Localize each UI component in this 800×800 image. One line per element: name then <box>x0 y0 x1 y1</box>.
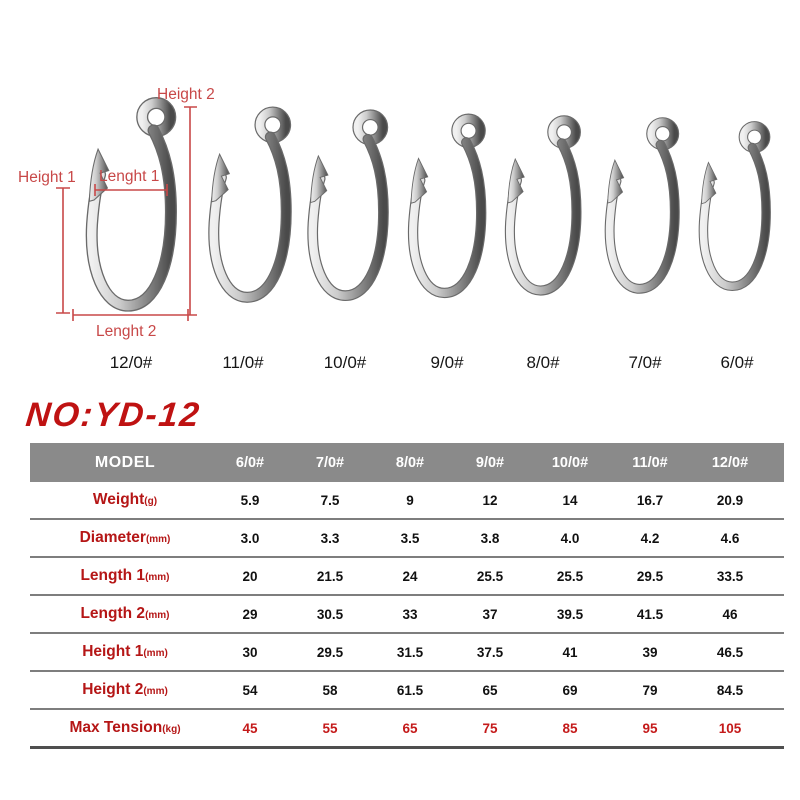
spec-value-cell: 4.2 <box>640 530 660 546</box>
length-1-dimension-label: Lenght 1 <box>99 168 160 185</box>
hook-size-label: 10/0# <box>323 353 367 372</box>
spec-value-cell: 46.5 <box>716 644 744 660</box>
spec-value-cell: 31.5 <box>396 644 424 660</box>
fish-hook <box>403 111 495 307</box>
spec-value-cell: 25.5 <box>556 568 584 584</box>
spec-value-cell: 33.5 <box>716 568 744 584</box>
spec-value-cell: 65 <box>402 720 418 736</box>
spec-value-cell: 3.5 <box>400 530 420 546</box>
spec-value-cell: 45 <box>242 720 258 736</box>
spec-value-cell: 37.5 <box>476 644 504 660</box>
spec-value-cell: 24 <box>402 568 418 584</box>
spec-row: Height 2(mm) 54 58 61.5 65 69 79 84.5 <box>30 672 784 710</box>
hook-size-label: 11/0# <box>222 353 264 372</box>
spec-value-cell: 29.5 <box>316 644 344 660</box>
spec-value-cell: 41.5 <box>636 606 664 622</box>
spec-value-cell: 29.5 <box>636 568 664 584</box>
hook-measurement-diagram: Height 2 Height 1 Lenght 1 Lenght 2 12/0… <box>0 0 800 395</box>
spec-value-cell: 14 <box>562 492 578 508</box>
size-column-header: 7/0# <box>315 454 345 471</box>
spec-value-cell: 85 <box>562 720 578 736</box>
spec-value-cell: 55 <box>322 720 338 736</box>
spec-row: Max Tension(kg) 45 55 65 75 85 95 105 <box>30 710 784 749</box>
height-1-dimension-label: Height 1 <box>18 169 76 186</box>
spec-value-cell: 69 <box>562 682 578 698</box>
size-column-header: 12/0# <box>711 454 749 471</box>
spec-value-cell: 20.9 <box>716 492 744 508</box>
spec-value-cell: 29 <box>242 606 258 622</box>
spec-value-cell: 39.5 <box>556 606 584 622</box>
model-number-title: NO:YD-12 <box>24 396 203 434</box>
spec-value-cell: 3.0 <box>240 530 260 546</box>
size-column-header: 11/0# <box>632 454 668 471</box>
spec-value-cell: 16.7 <box>636 492 664 508</box>
spec-value-cell: 4.0 <box>560 530 580 546</box>
fish-hook <box>203 104 301 312</box>
spec-row-label: Weight(g) <box>92 491 158 508</box>
height-2-dimension-label: Height 2 <box>157 86 215 103</box>
spec-row-label: Diameter(mm) <box>79 529 171 546</box>
fish-hook <box>80 94 187 322</box>
hook-size-label: 8/0# <box>526 353 560 372</box>
spec-row-label: Length 1(mm) <box>80 567 170 584</box>
hook-size-label: 6/0# <box>720 353 754 372</box>
spec-value-cell: 41 <box>562 644 578 660</box>
model-column-header: MODEL <box>94 453 156 471</box>
spec-value-cell: 3.3 <box>320 530 340 546</box>
spec-row: Height 1(mm) 30 29.5 31.5 37.5 41 39 46.5 <box>30 634 784 672</box>
spec-row-label: Max Tension(kg) <box>69 719 181 736</box>
spec-value-cell: 84.5 <box>716 682 744 698</box>
spec-value-cell: 30 <box>242 644 258 660</box>
size-column-header: 6/0# <box>235 454 265 471</box>
hook-size-label: 9/0# <box>430 353 464 372</box>
spec-value-cell: 75 <box>482 720 498 736</box>
spec-value-cell: 105 <box>718 720 742 736</box>
spec-value-cell: 7.5 <box>320 492 340 508</box>
spec-row: Diameter(mm) 3.0 3.3 3.5 3.8 4.0 4.2 4.6 <box>30 520 784 558</box>
spec-value-cell: 9 <box>406 492 414 508</box>
table-body: Weight(g) 5.9 7.5 9 12 14 16.7 20.9 Diameter(mm)… <box>30 482 784 749</box>
length-2-dimension-label: Lenght 2 <box>96 323 157 340</box>
spec-value-cell: 3.8 <box>480 530 500 546</box>
spec-value-cell: 39 <box>642 644 658 660</box>
spec-value-cell: 30.5 <box>316 606 344 622</box>
spec-value-cell: 79 <box>642 682 658 698</box>
hook-size-label: 7/0# <box>628 353 662 372</box>
spec-value-cell: 4.6 <box>720 530 740 546</box>
table-header-row: MODEL 6/0# 7/0# 8/0# 9/0# 10/0# 11/0# 12/0# <box>30 443 784 482</box>
spec-value-cell: 20 <box>242 568 258 584</box>
spec-value-cell: 33 <box>402 606 418 622</box>
spec-value-cell: 37 <box>482 606 498 622</box>
spec-value-cell: 54 <box>242 682 258 698</box>
spec-value-cell: 61.5 <box>396 682 424 698</box>
spec-value-cell: 46 <box>722 606 738 622</box>
spec-value-cell: 12 <box>482 492 498 508</box>
spec-row: Length 1(mm) 20 21.5 24 25.5 25.5 29.5 33.5 <box>30 558 784 596</box>
fish-hook <box>302 107 398 310</box>
spec-row-label: Height 1(mm) <box>82 643 168 660</box>
spec-value-cell: 95 <box>642 720 658 736</box>
spec-row-label: Height 2(mm) <box>82 681 168 698</box>
spec-row: Length 2(mm) 29 30.5 33 37 39.5 41.5 46 <box>30 596 784 634</box>
fish-hook <box>694 119 779 299</box>
fish-hook <box>600 115 688 302</box>
spec-row-label: Length 2(mm) <box>80 605 170 622</box>
spec-row: Weight(g) 5.9 7.5 9 12 14 16.7 20.9 <box>30 482 784 520</box>
size-column-header: 10/0# <box>551 454 589 471</box>
spec-value-cell: 5.9 <box>240 492 260 508</box>
fish-hook <box>500 113 590 304</box>
hook-size-label: 12/0# <box>109 353 153 372</box>
spec-value-cell: 65 <box>482 682 498 698</box>
size-column-header: 8/0# <box>395 454 425 471</box>
spec-table: MODEL 6/0# 7/0# 8/0# 9/0# 10/0# 11/0# 12/0# We… <box>30 443 784 749</box>
spec-value-cell: 25.5 <box>476 568 504 584</box>
spec-value-cell: 21.5 <box>316 568 344 584</box>
spec-value-cell: 58 <box>322 682 338 698</box>
size-column-header: 9/0# <box>475 454 505 471</box>
